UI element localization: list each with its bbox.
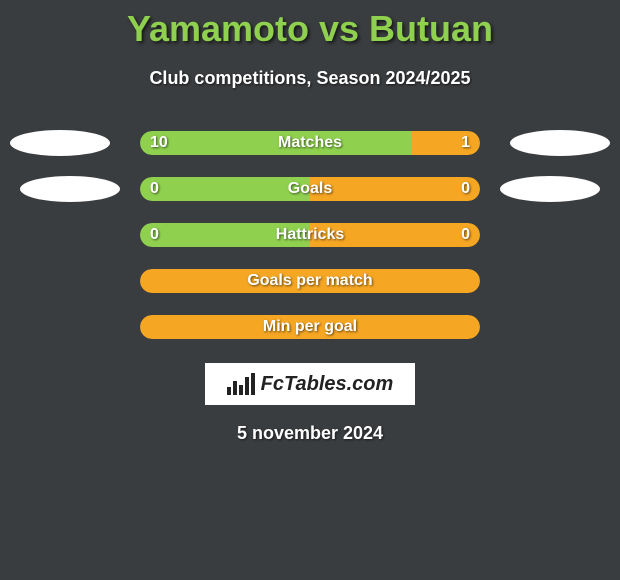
bar-right bbox=[310, 177, 480, 201]
bar-left bbox=[140, 131, 412, 155]
ellipse-left bbox=[20, 176, 120, 202]
page-subtitle: Club competitions, Season 2024/2025 bbox=[0, 68, 620, 89]
stat-row: Goals per match bbox=[0, 267, 620, 295]
barchart-icon bbox=[227, 373, 255, 395]
stat-label: Matches bbox=[278, 134, 342, 152]
stat-row: 10 Matches 1 bbox=[0, 129, 620, 157]
stat-label: Goals per match bbox=[247, 272, 372, 290]
bar-left bbox=[140, 177, 310, 201]
stat-value-left: 10 bbox=[150, 134, 168, 152]
logo-box: FcTables.com bbox=[205, 363, 415, 405]
ellipse-right bbox=[500, 176, 600, 202]
date-text: 5 november 2024 bbox=[0, 423, 620, 444]
stat-label: Hattricks bbox=[276, 226, 344, 244]
stat-row: 0 Goals 0 bbox=[0, 175, 620, 203]
ellipse-right bbox=[510, 130, 610, 156]
page-title: Yamamoto vs Butuan bbox=[0, 8, 620, 50]
stat-value-left: 0 bbox=[150, 180, 159, 198]
stat-row: Min per goal bbox=[0, 313, 620, 341]
logo-text: FcTables.com bbox=[261, 373, 394, 396]
main-container: Yamamoto vs Butuan Club competitions, Se… bbox=[0, 0, 620, 444]
stats-area: 10Matches10Goals00Hattricks0Goals per ma… bbox=[0, 129, 620, 341]
stat-value-right: 0 bbox=[461, 180, 470, 198]
stat-label: Goals bbox=[288, 180, 332, 198]
stat-value-right: 0 bbox=[461, 226, 470, 244]
stat-value-right: 1 bbox=[461, 134, 470, 152]
stat-label: Min per goal bbox=[263, 318, 357, 336]
stat-value-left: 0 bbox=[150, 226, 159, 244]
ellipse-left bbox=[10, 130, 110, 156]
stat-row: 0 Hattricks 0 bbox=[0, 221, 620, 249]
